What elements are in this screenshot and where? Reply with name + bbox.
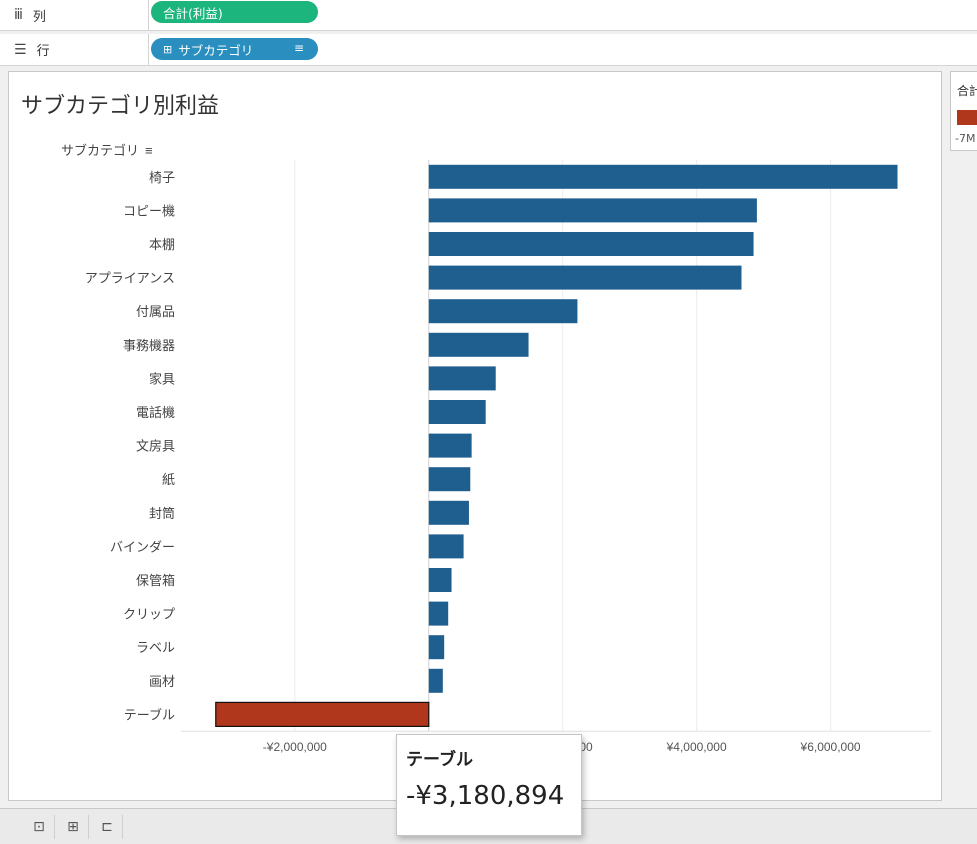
legend-range-label: -7M — [955, 132, 976, 145]
rows-icon: ☰ — [14, 41, 27, 58]
rows-shelf-label: ☰ 行 — [0, 34, 149, 65]
rows-pill-subcategory[interactable]: ⊞ サブカテゴリ ≡ — [151, 38, 318, 60]
mark-tooltip: テーブル -¥3,180,894 — [396, 734, 582, 836]
tooltip-category: テーブル — [406, 750, 473, 770]
columns-shelf: ⅲ 列 合計(利益) — [0, 0, 977, 31]
x-tick-label: ¥4,000,000 — [666, 740, 727, 754]
columns-pill-profit-sum[interactable]: 合計(利益) — [151, 1, 318, 23]
worksheet-view: サブカテゴリ別利益 サブカテゴリ ≡ 椅子コピー機本棚アプライアンス付属品事務機器家… — [8, 71, 942, 801]
bar-13[interactable] — [428, 568, 452, 592]
category-label: コピー機 — [123, 203, 175, 218]
bar-5[interactable] — [428, 299, 578, 324]
bar-12[interactable] — [428, 534, 464, 559]
columns-label: 列 — [32, 9, 46, 25]
tooltip-value: -¥3,180,894 — [406, 781, 565, 811]
bar-3[interactable] — [428, 232, 754, 256]
new-story-icon[interactable]: ⊏ — [92, 815, 123, 839]
category-label: 封筒 — [149, 506, 175, 521]
category-label: 本棚 — [149, 237, 175, 252]
columns-icon: ⅲ — [14, 7, 23, 23]
legend-swatch — [957, 110, 977, 125]
bar-8[interactable] — [428, 400, 486, 424]
columns-pill-label: 合計(利益) — [163, 5, 223, 21]
bar-6[interactable] — [428, 332, 529, 357]
category-label: バインダー — [110, 539, 175, 554]
category-label: 家具 — [149, 371, 175, 386]
expand-plus-icon[interactable]: ⊞ — [163, 42, 173, 56]
category-label: クリップ — [123, 607, 175, 622]
new-worksheet-icon[interactable]: ⊡ — [24, 815, 55, 839]
bar-9[interactable] — [428, 433, 472, 458]
category-label: 紙 — [162, 472, 175, 487]
bar-4[interactable] — [428, 265, 742, 290]
category-label: 電話機 — [136, 405, 175, 420]
bar-7[interactable] — [428, 366, 496, 391]
bar-10[interactable] — [428, 467, 471, 492]
bar-chart: サブカテゴリ ≡ 椅子コピー機本棚アプライアンス付属品事務機器家具電話機文房具紙封筒… — [61, 143, 931, 754]
axis-sort-icon[interactable]: ≡ — [145, 143, 153, 158]
category-label: 付属品 — [136, 304, 175, 319]
color-legend-card[interactable]: 合計 -7M — [950, 71, 977, 151]
sort-descending-icon[interactable]: ≡ — [293, 41, 304, 55]
category-label: 画材 — [149, 674, 175, 689]
bar-2[interactable] — [428, 198, 757, 223]
columns-shelf-label: ⅲ 列 — [0, 0, 149, 30]
category-label: テーブル — [124, 707, 175, 722]
sheet-title: サブカテゴリ別利益 — [21, 94, 220, 119]
bar-14[interactable] — [428, 601, 449, 626]
bar-15[interactable] — [428, 635, 445, 660]
category-label: ラベル — [136, 640, 175, 655]
bar-1[interactable] — [428, 164, 898, 189]
bar-17[interactable] — [215, 701, 430, 728]
legend-title: 合計 — [957, 84, 977, 98]
category-label: 事務機器 — [123, 338, 175, 353]
category-label: アプライアンス — [85, 271, 175, 286]
new-dashboard-icon[interactable]: ⊞ — [58, 815, 89, 839]
category-label: 椅子 — [149, 170, 175, 185]
rows-shelf: ☰ 行 ⊞ サブカテゴリ ≡ — [0, 34, 977, 66]
x-tick-label: ¥6,000,000 — [800, 740, 861, 754]
rows-label: 行 — [36, 44, 50, 59]
category-label: 保管箱 — [136, 573, 175, 588]
rows-pill-label: サブカテゴリ — [178, 42, 254, 58]
x-tick-label: -¥2,000,000 — [263, 740, 327, 754]
bar-11[interactable] — [428, 500, 469, 525]
row-axis-header: サブカテゴリ — [61, 143, 139, 158]
category-label: 文房具 — [136, 439, 175, 454]
bar-16[interactable] — [428, 668, 443, 693]
